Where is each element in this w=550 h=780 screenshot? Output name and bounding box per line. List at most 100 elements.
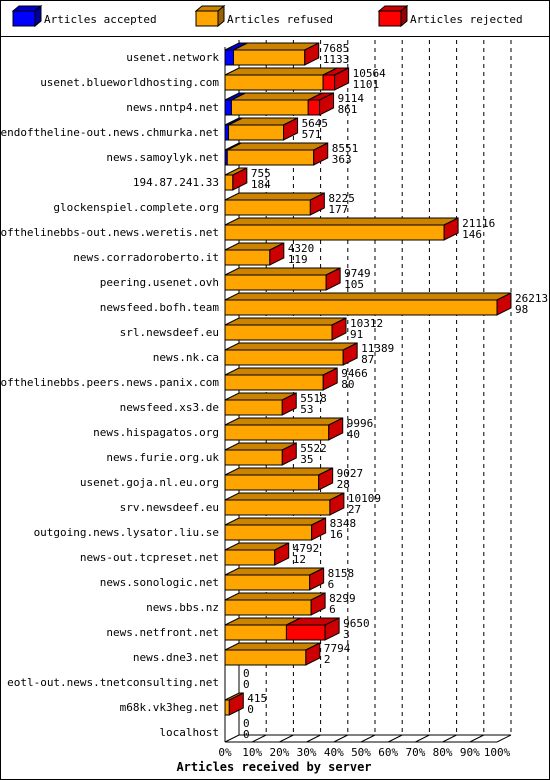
category-label: news.corradoroberto.it (73, 251, 219, 264)
bar-top (224, 592, 326, 601)
bar-top (224, 567, 324, 576)
value-label-secondary: 363 (332, 153, 352, 166)
value-label-total: 10564 (353, 67, 386, 80)
bar-top (224, 417, 343, 426)
x-tick-label: 100% (484, 746, 511, 759)
value-label-total: 5522 (300, 442, 327, 455)
category-label: endoftheline-out.news.chmurka.net (0, 126, 219, 139)
bar-side (269, 242, 285, 266)
x-axis-tick (306, 734, 321, 743)
bar-segment (224, 342, 358, 366)
bar-row (224, 242, 285, 266)
bar-top (224, 217, 459, 226)
category-label: localhost (159, 726, 219, 739)
x-axis-tick (469, 734, 485, 743)
bar-side (334, 67, 350, 91)
value-label-total: 9114 (338, 92, 365, 105)
bar-segment (224, 567, 324, 591)
bar-row (224, 367, 338, 391)
bar-segment (230, 92, 323, 116)
bar-row (224, 642, 321, 666)
category-label: srl.newsdeef.eu (120, 326, 219, 339)
bar-row (224, 292, 512, 316)
x-axis-tick (279, 734, 294, 743)
value-label-total: 9027 (337, 467, 364, 480)
category-label: 194.87.241.33 (133, 176, 219, 189)
value-label-total: 21116 (462, 217, 495, 230)
value-label-total: 10109 (348, 492, 381, 505)
bar-top (224, 317, 347, 326)
value-label-secondary: 35 (300, 453, 313, 466)
value-label-secondary: 98 (515, 303, 528, 316)
category-label: news.samoylyk.net (106, 151, 219, 164)
bar-side (328, 417, 344, 441)
bar-side (311, 517, 327, 541)
bar-side (329, 492, 345, 516)
x-axis-tick (415, 734, 430, 743)
bar-segment (224, 467, 333, 491)
value-label-secondary: 1133 (323, 53, 350, 66)
x-tick-label: 30% (297, 746, 317, 759)
bar-side (274, 542, 290, 566)
bar-face (228, 124, 285, 141)
bar-row (224, 167, 248, 191)
bar-top (224, 292, 512, 301)
bar-segment (224, 367, 338, 391)
category-label: endofthelinebbs.peers.news.panix.com (0, 376, 219, 389)
value-label-secondary: 91 (350, 328, 363, 341)
bar-face (226, 149, 315, 166)
bar-row (224, 467, 334, 491)
legend-item: Articles rejected (377, 4, 523, 28)
bar-segment (224, 517, 326, 541)
bar-face (224, 524, 313, 541)
value-label-total: 11389 (361, 342, 394, 355)
bar-segment (233, 42, 319, 66)
bar-segment (224, 292, 512, 316)
x-axis: 0% 10% 20% 30% 40% 50% 60% 70% 80% 90% 100% (218, 734, 512, 759)
bar-row (224, 217, 459, 241)
legend-item: Articles refused (194, 4, 333, 28)
legend-label: Articles refused (227, 13, 333, 26)
category-label: glockenspiel.complete.org (53, 201, 219, 214)
bar-segment (224, 417, 343, 441)
legend-swatch-side (217, 4, 225, 28)
bar-side (443, 217, 459, 241)
value-label-total: 4320 (288, 242, 315, 255)
bar-face (285, 624, 326, 641)
category-label: news.furie.org.uk (106, 451, 219, 464)
legend-swatch (378, 10, 402, 27)
category-label: usenet.blueworldhosting.com (40, 76, 219, 89)
bar-row (224, 517, 327, 541)
bar-side (318, 467, 334, 491)
bar-row (224, 42, 320, 66)
value-label-secondary: 40 (347, 428, 360, 441)
bar-face (224, 449, 283, 466)
bar-segment (224, 217, 459, 241)
bar-row (224, 417, 344, 441)
x-axis-tick (224, 734, 240, 743)
bar-side (228, 692, 244, 716)
x-tick-label: 10% (242, 746, 262, 759)
bar-face (224, 274, 327, 291)
value-label-total: 9466 (341, 367, 368, 380)
bar-face (224, 474, 320, 491)
value-label-total: 0 (243, 717, 250, 730)
bar-segment (224, 192, 325, 216)
bar-row (224, 192, 325, 216)
value-label-secondary: 119 (288, 253, 308, 266)
value-label-total: 8551 (332, 142, 359, 155)
category-label: news.dne3.net (133, 651, 219, 664)
bar-face (224, 124, 230, 141)
value-label-total: 7685 (323, 42, 350, 55)
category-label: newsfeed.bofh.team (100, 301, 220, 314)
value-label-total: 10312 (350, 317, 383, 330)
category-label: usenet.goja.nl.eu.org (80, 476, 219, 489)
bar-side (281, 442, 297, 466)
legend: Articles accepted Articles refused Article… (11, 4, 523, 28)
bar-segment (224, 267, 341, 291)
bar-face (224, 424, 330, 441)
x-axis-label: Articles received by server (176, 760, 371, 774)
x-axis-tick (251, 734, 267, 743)
bar-top (227, 142, 328, 151)
